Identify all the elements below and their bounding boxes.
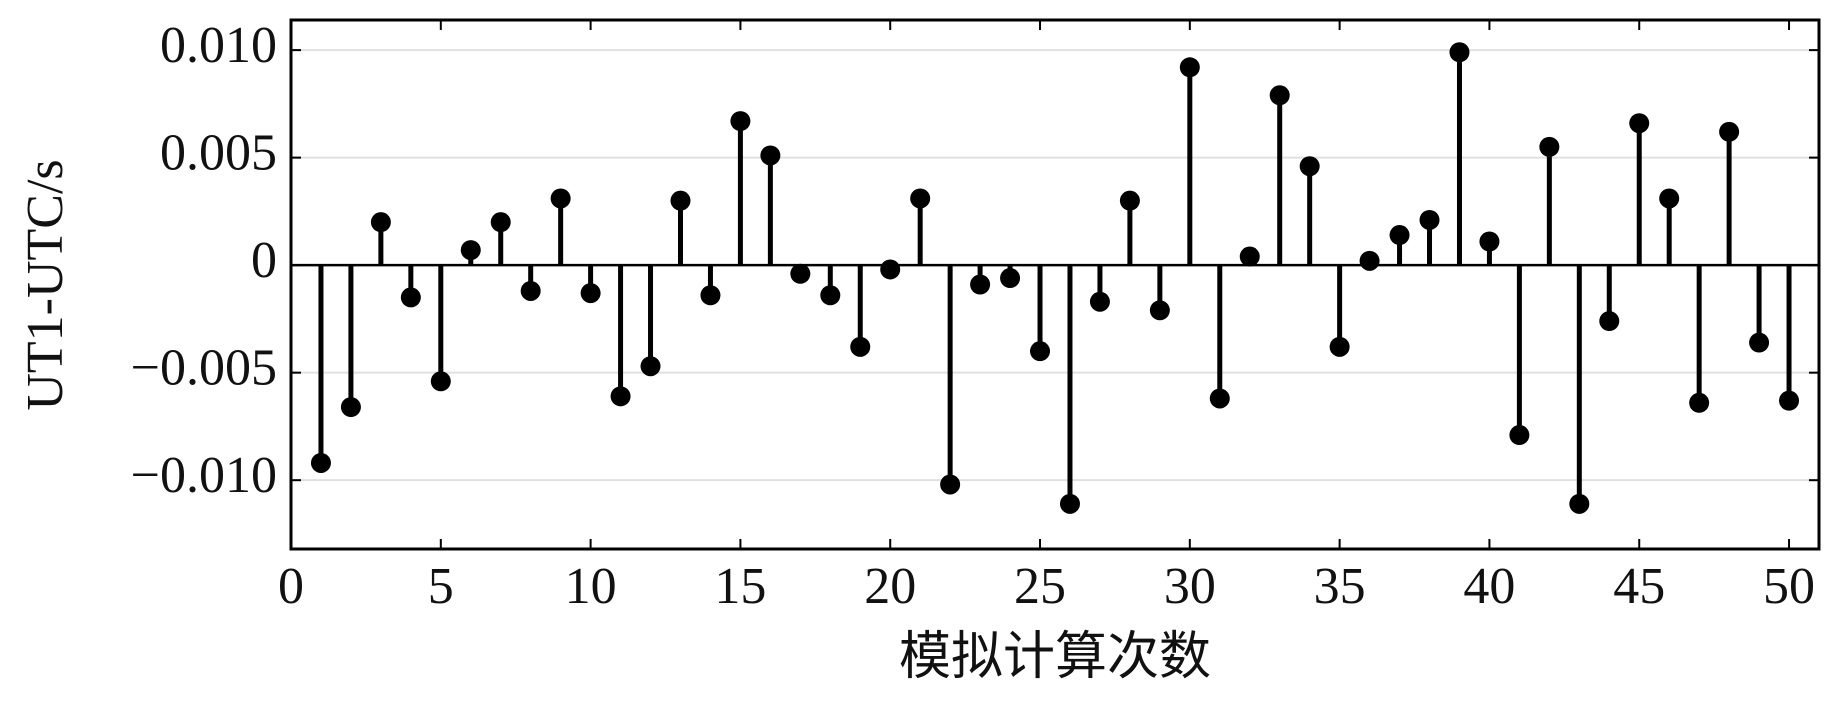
stem-marker: [520, 280, 541, 301]
stem-marker: [1089, 291, 1110, 312]
stem-marker: [1269, 85, 1290, 106]
stem-marker: [1449, 42, 1470, 63]
stem-marker: [310, 452, 331, 473]
stem-marker: [700, 285, 721, 306]
stem-marker: [1359, 250, 1380, 271]
stem-marker: [1509, 425, 1530, 446]
stem-marker: [1419, 209, 1440, 230]
stem-marker: [1299, 156, 1320, 177]
x-tick-label: 10: [565, 558, 617, 615]
y-tick-label: −0.010: [131, 447, 277, 504]
stem-marker: [670, 190, 691, 211]
stem-marker: [430, 371, 451, 392]
stem-marker: [1629, 113, 1650, 134]
stem-marker: [1479, 231, 1500, 252]
x-tick-label: 25: [1014, 558, 1066, 615]
stem-marker: [400, 287, 421, 308]
stem-marker: [1779, 390, 1800, 411]
stem-marker: [1030, 341, 1051, 362]
plot-frame: [289, 18, 1821, 551]
stem-marker: [1059, 493, 1080, 514]
y-tick-label: 0: [251, 232, 277, 289]
stem-marker: [490, 212, 511, 233]
stem-marker: [1719, 121, 1740, 142]
stem-marker: [1389, 225, 1410, 246]
x-tick-label: 45: [1613, 558, 1665, 615]
stem-marker: [1689, 392, 1710, 413]
stem-marker: [370, 212, 391, 233]
stem-marker: [850, 336, 871, 357]
x-tick-label: 50: [1763, 558, 1815, 615]
stem-marker: [1659, 188, 1680, 209]
stem-marker: [970, 274, 991, 295]
x-tick-label: 15: [714, 558, 766, 615]
stem-marker: [1239, 246, 1260, 267]
stem-marker: [820, 285, 841, 306]
y-tick-label: 0.005: [160, 125, 277, 182]
x-tick-label: 30: [1164, 558, 1216, 615]
stem-marker: [880, 259, 901, 280]
y-tick-label: −0.005: [131, 340, 277, 397]
stem-marker: [1329, 336, 1350, 357]
x-tick-label: 5: [428, 558, 454, 615]
stem-marker: [910, 188, 931, 209]
stem-marker: [790, 263, 811, 284]
stem-marker: [1539, 136, 1560, 157]
stem-marker: [460, 240, 481, 261]
stem-marker: [1179, 57, 1200, 78]
x-tick-label: 40: [1463, 558, 1515, 615]
stem-marker: [1149, 300, 1170, 321]
x-tick-label: 0: [278, 558, 304, 615]
stem-marker: [1000, 268, 1021, 289]
x-axis-label: 模拟计算次数: [899, 629, 1211, 686]
stem-marker: [1209, 388, 1230, 409]
y-tick-label: 0.010: [160, 17, 277, 74]
stem-marker: [580, 283, 601, 304]
x-tick-label: 20: [864, 558, 916, 615]
stem-marker: [610, 386, 631, 407]
stem-marker: [550, 188, 571, 209]
stem-marker: [1599, 311, 1620, 332]
stem-marker: [1119, 190, 1140, 211]
stem-marker: [640, 356, 661, 377]
stem-marker: [1749, 332, 1770, 353]
x-tick-label: 35: [1314, 558, 1366, 615]
stem-marker: [940, 474, 961, 495]
stem-marker: [1569, 493, 1590, 514]
stem-marker: [340, 397, 361, 418]
stem-marker: [730, 111, 751, 132]
y-axis-label: UT1-UTC/s: [17, 159, 74, 410]
stem-marker: [760, 145, 781, 166]
